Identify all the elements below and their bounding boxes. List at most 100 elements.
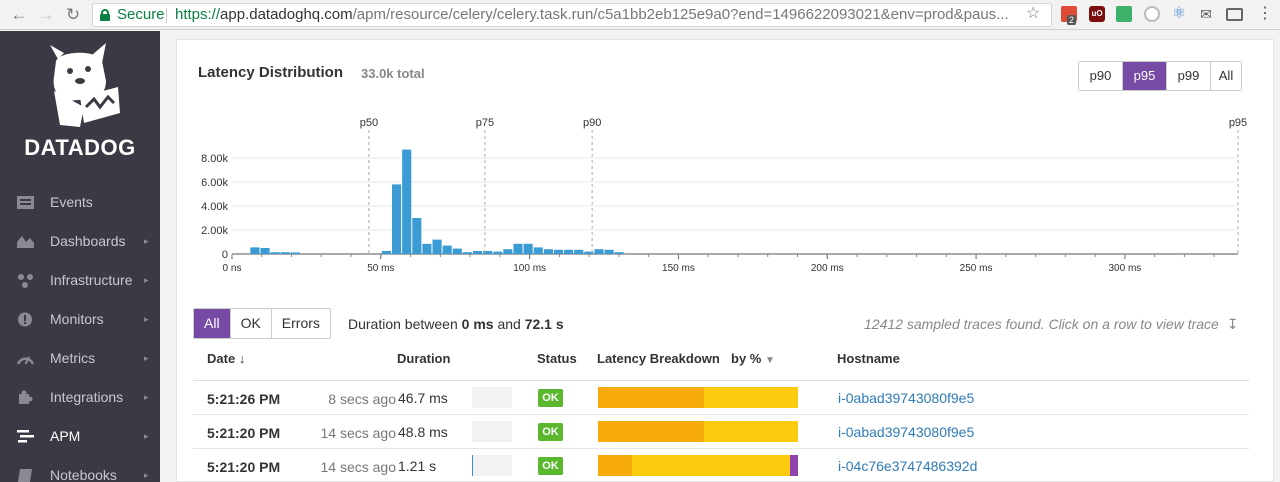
- sidebar-item-events[interactable]: Events: [0, 183, 160, 222]
- notebooks-icon: [18, 469, 32, 482]
- y-tick-label: 4.00k: [201, 201, 228, 213]
- p99-button[interactable]: p99: [1167, 62, 1211, 90]
- chevron-right-icon: ▸: [144, 275, 149, 285]
- y-tick-label: 2.00k: [201, 225, 228, 237]
- sidebar-item-metrics[interactable]: Metrics ▸: [0, 339, 160, 378]
- percentile-marker-label: p50: [360, 117, 378, 129]
- histogram-bar: [422, 243, 432, 254]
- sidebar-item-label: Notebooks: [50, 467, 117, 482]
- column-header-date[interactable]: Date ↓: [207, 351, 246, 366]
- latency-breakdown-bar: [598, 455, 798, 476]
- trace-time: 5:21:20 PM: [207, 425, 281, 441]
- column-header-status[interactable]: Status: [537, 351, 577, 366]
- trace-ago: 8 secs ago: [328, 391, 396, 407]
- sidebar-item-integrations[interactable]: Integrations ▸: [0, 378, 160, 417]
- sidebar-item-apm[interactable]: APM ▸: [0, 417, 160, 456]
- histogram-bar: [564, 249, 574, 254]
- chevron-right-icon: ▸: [144, 392, 149, 402]
- latency-segment: [790, 455, 798, 476]
- hostname-link[interactable]: i-04c76e3747486392d: [838, 458, 978, 474]
- histogram-bar: [432, 239, 442, 254]
- p90-button[interactable]: p90: [1079, 62, 1123, 90]
- column-header-duration[interactable]: Duration: [397, 351, 451, 366]
- histogram-bar: [503, 249, 513, 254]
- filter-errors-button[interactable]: Errors: [271, 309, 330, 338]
- traces-found-text: 12412 sampled traces found. Click on a r…: [864, 316, 1239, 332]
- filter-ok-button[interactable]: OK: [230, 309, 272, 338]
- hostname-link[interactable]: i-0abad39743080f9e5: [838, 424, 975, 440]
- browser-menu-icon[interactable]: ⋮: [1257, 5, 1273, 22]
- chevron-right-icon: ▸: [144, 431, 149, 441]
- filter-all-button[interactable]: All: [194, 309, 231, 338]
- breakdown-by-dropdown[interactable]: by % ▼: [731, 351, 775, 366]
- duration-range: Duration between 0 ms and 72.1 s: [348, 316, 564, 332]
- latency-breakdown-bar: [598, 421, 798, 442]
- chevron-right-icon: ▸: [144, 470, 149, 480]
- histogram-bar: [594, 249, 604, 254]
- column-header-latency: Latency Breakdown: [597, 351, 720, 366]
- hostname-link[interactable]: i-0abad39743080f9e5: [838, 390, 975, 406]
- histogram-bar: [392, 184, 402, 254]
- monitors-icon: [18, 312, 32, 327]
- histogram-bar: [584, 251, 594, 254]
- sidebar-item-dashboards[interactable]: Dashboards ▸: [0, 222, 160, 261]
- ublock-extension-icon[interactable]: uO: [1089, 6, 1105, 22]
- sidebar-item-label: Integrations: [50, 389, 124, 405]
- trace-row[interactable]: 5:21:20 PM 14 secs ago 48.8 ms OK i-0abad397…: [193, 415, 1249, 449]
- all-percentile-button[interactable]: All: [1211, 62, 1241, 90]
- bookmark-star-icon[interactable]: ☆: [1026, 5, 1041, 22]
- duration-bar: [472, 421, 512, 442]
- reload-icon[interactable]: ↻: [65, 5, 81, 24]
- arrow-down-icon: ↧: [1226, 316, 1239, 332]
- y-tick-label: 6.00k: [201, 177, 228, 189]
- react-extension-icon[interactable]: ⚛: [1171, 5, 1187, 22]
- sidebar-item-label: Metrics: [50, 350, 96, 366]
- datadog-logo[interactable]: DATADOG: [0, 31, 160, 171]
- duration-bar: [472, 387, 512, 408]
- latency-segment: [632, 455, 790, 476]
- dashboards-icon: [17, 236, 34, 248]
- histogram-bar: [472, 251, 483, 254]
- mail-extension-icon[interactable]: ✉: [1200, 6, 1212, 22]
- histogram-bar: [402, 149, 412, 254]
- latency-panel: Latency Distribution 33.0k total p90 p95…: [176, 39, 1274, 482]
- status-badge: OK: [538, 423, 563, 441]
- apm-icon: [17, 430, 34, 443]
- latency-total: 33.0k total: [361, 66, 425, 81]
- sidebar-item-monitors[interactable]: Monitors ▸: [0, 300, 160, 339]
- forward-icon[interactable]: →: [37, 5, 55, 24]
- y-tick-label: 8.00k: [201, 153, 228, 165]
- cast-icon[interactable]: [1226, 8, 1243, 21]
- trace-time: 5:21:20 PM: [207, 459, 281, 475]
- x-tick-label: 50 ms: [367, 263, 394, 274]
- percentile-marker-label: p75: [476, 117, 494, 129]
- histogram-bar: [270, 252, 280, 254]
- histogram-bar: [483, 251, 493, 254]
- p95-button[interactable]: p95: [1123, 62, 1167, 90]
- x-tick-label: 0 ns: [223, 263, 242, 274]
- histogram-bar: [533, 247, 543, 254]
- histogram-bar: [513, 243, 523, 254]
- latency-segment: [704, 421, 798, 442]
- address-bar[interactable]: Secure https://app.datadoghq.com/apm/res…: [92, 3, 1052, 27]
- column-header-hostname[interactable]: Hostname: [837, 351, 900, 366]
- table-extension-icon[interactable]: [1116, 6, 1132, 22]
- latency-histogram: 0 2.00k 4.00k 6.00k 8.00k 0 ns 50 ms 100 ms 150 …: [201, 117, 1247, 274]
- logo-text: DATADOG: [24, 135, 136, 160]
- trace-duration: 46.7 ms: [398, 390, 448, 406]
- circle-extension-icon[interactable]: [1144, 6, 1160, 22]
- sidebar-item-label: Infrastructure: [50, 272, 133, 288]
- trace-row[interactable]: 5:21:20 PM 14 secs ago 1.21 s OK i-04c76e374…: [193, 449, 1249, 481]
- sidebar-item-infrastructure[interactable]: Infrastructure ▸: [0, 261, 160, 300]
- latency-title: Latency Distribution: [198, 64, 344, 81]
- url-text: https://app.datadoghq.com/apm/resource/c…: [175, 6, 1009, 23]
- sidebar: DATADOG Events Dashboards ▸ Infrastructu…: [0, 31, 160, 482]
- trace-row[interactable]: 5:21:26 PM 8 secs ago 46.7 ms OK i-0abad3974…: [193, 381, 1249, 415]
- histogram-bar: [604, 249, 614, 254]
- sidebar-item-notebooks[interactable]: Notebooks ▸: [0, 456, 160, 482]
- histogram-bar: [290, 252, 300, 254]
- histogram-bar: [462, 252, 472, 254]
- x-tick-label: 150 ms: [662, 263, 695, 274]
- back-icon[interactable]: ←: [10, 5, 28, 24]
- sidebar-item-label: Dashboards: [50, 233, 126, 249]
